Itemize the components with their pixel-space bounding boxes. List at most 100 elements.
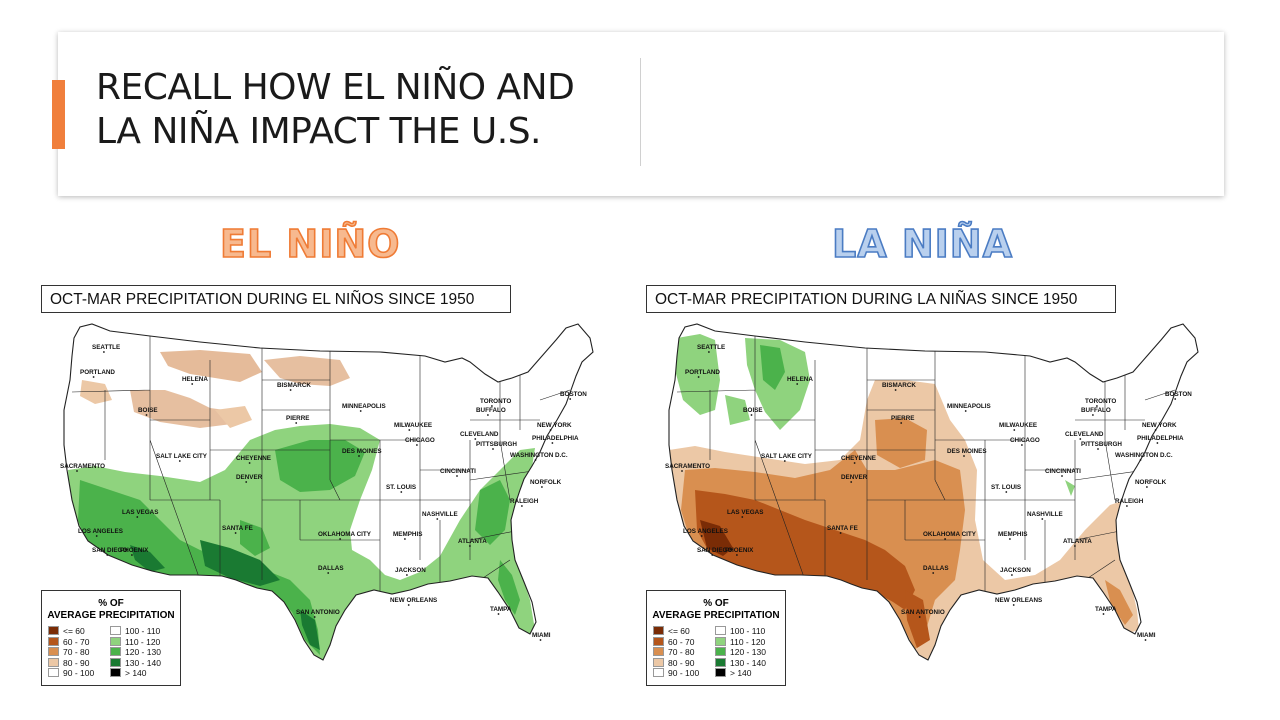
city-marker — [1139, 459, 1142, 461]
legend-swatch — [48, 668, 59, 677]
city-marker — [1126, 505, 1128, 507]
city-marker — [131, 554, 133, 556]
city-label: PIERRE — [891, 415, 914, 422]
title-accent-bar — [52, 80, 65, 149]
legend-item: 100 - 110 — [110, 626, 160, 636]
city-label: SAN ANTONIO — [296, 609, 340, 616]
legend-swatch — [110, 626, 121, 635]
city-marker — [106, 554, 109, 556]
city-marker — [1102, 613, 1105, 615]
city-label: HELENA — [182, 376, 208, 383]
city-marker — [1013, 429, 1016, 431]
city-label: BOSTON — [1165, 391, 1192, 398]
city-marker — [456, 475, 458, 477]
city-marker — [245, 481, 248, 483]
city-label: CINCINNATI — [1045, 468, 1081, 475]
city-label: NEW ORLEANS — [995, 597, 1042, 604]
city-marker — [339, 538, 341, 540]
slide-title-line-1: RECALL HOW EL NIÑO AND — [96, 67, 575, 108]
city-label: HELENA — [787, 376, 813, 383]
city-marker — [469, 545, 471, 547]
city-label: SALT LAKE CITY — [156, 453, 208, 460]
legend-item: 70 - 80 — [653, 647, 694, 657]
city-label: BISMARCK — [277, 382, 311, 389]
city-label: CHICAGO — [405, 437, 435, 444]
city-label: PORTLAND — [685, 369, 720, 376]
city-label: PHILADELPHIA — [1137, 435, 1184, 442]
city-marker — [289, 389, 292, 391]
city-marker — [700, 535, 703, 537]
city-label: CLEVELAND — [460, 431, 499, 438]
city-label: NORFOLK — [530, 479, 562, 486]
legend-swatch — [653, 657, 664, 667]
city-marker — [76, 470, 78, 472]
city-marker — [474, 438, 477, 440]
la-nina-map-caption: OCT-MAR PRECIPITATION DURING LA NIÑAS SI… — [646, 285, 1116, 313]
city-marker — [313, 616, 316, 618]
el-nino-legend: % OF AVERAGE PRECIPITATION <= 60 60 - 70 7… — [41, 590, 181, 686]
legend-item: 120 - 130 — [110, 647, 161, 657]
city-label: SACRAMENTO — [60, 463, 105, 470]
legend-swatch — [715, 647, 726, 656]
city-label: PITTSBURGH — [476, 441, 517, 448]
legend-label: 110 - 120 — [730, 636, 766, 647]
city-marker — [404, 538, 406, 540]
city-marker — [932, 572, 935, 574]
city-marker — [964, 410, 967, 412]
city-marker — [1146, 486, 1148, 488]
city-label: CHEYENNE — [841, 455, 876, 462]
legend-label: 90 - 100 — [63, 668, 95, 678]
legend-item: <= 60 — [653, 626, 690, 636]
city-label: PHOENIX — [120, 547, 149, 554]
legend-label: <= 60 — [668, 626, 690, 636]
city-label: BUFFALO — [1081, 407, 1111, 414]
city-label: NEW ORLEANS — [390, 597, 437, 604]
city-marker — [407, 604, 410, 606]
city-marker — [359, 410, 362, 412]
city-marker — [327, 572, 330, 574]
city-label: DALLAS — [923, 565, 949, 572]
la-nina-city-labels: SEATTLE PORTLAND HELENA BISMARCK BOISE PIERRE… — [665, 344, 1192, 641]
city-label: ATLANTA — [458, 538, 487, 545]
city-label: WASHINGTON D.C. — [510, 452, 568, 459]
slide-title-line-2: LA NIÑA IMPACT THE U.S. — [96, 111, 542, 152]
city-marker — [1156, 442, 1159, 444]
city-label: CINCINNATI — [440, 468, 476, 475]
city-marker — [736, 554, 738, 556]
city-marker — [408, 429, 411, 431]
city-label: TAMPA — [1095, 606, 1117, 613]
city-marker — [103, 351, 105, 353]
city-label: NASHVILLE — [1027, 511, 1063, 518]
city-marker — [741, 516, 744, 518]
city-label: LAS VEGAS — [727, 509, 763, 516]
legend-label: 100 - 110 — [125, 626, 161, 636]
city-marker — [248, 462, 251, 464]
city-label: TORONTO — [480, 398, 511, 405]
city-label: BUFFALO — [476, 407, 506, 414]
legend-item: 80 - 90 — [653, 657, 694, 668]
city-marker — [487, 414, 489, 416]
legend-label: 130 - 140 — [125, 657, 161, 668]
city-marker — [1144, 639, 1147, 641]
city-marker — [1074, 545, 1076, 547]
city-label: PHOENIX — [725, 547, 754, 554]
legend-title-line-1: % OF — [98, 598, 124, 609]
city-marker — [783, 460, 786, 462]
city-label: PHILADELPHIA — [532, 435, 579, 442]
legend-item: 120 - 130 — [715, 647, 766, 657]
city-label: MIAMI — [532, 632, 551, 639]
legend-swatch — [715, 668, 726, 677]
legend-label: 120 - 130 — [125, 647, 161, 657]
la-nina-state-lines — [676, 336, 1176, 600]
legend-swatch — [715, 657, 726, 667]
city-label: NEW YORK — [1142, 422, 1177, 429]
city-marker — [1011, 574, 1013, 576]
city-label: MIAMI — [1137, 632, 1156, 639]
city-marker — [1012, 604, 1015, 606]
city-marker — [900, 422, 903, 424]
legend-item: 90 - 100 — [653, 668, 699, 678]
city-marker — [406, 574, 408, 576]
city-marker — [358, 455, 360, 457]
city-marker — [178, 460, 181, 462]
city-marker — [1009, 538, 1011, 540]
